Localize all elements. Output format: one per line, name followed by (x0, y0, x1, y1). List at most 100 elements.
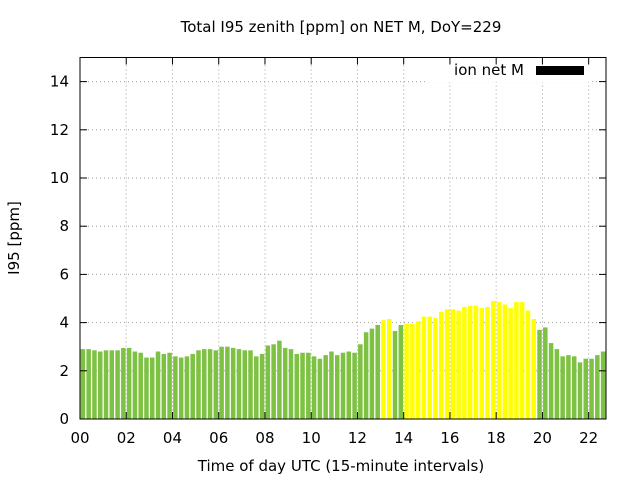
bar (109, 350, 115, 419)
bar (525, 310, 531, 419)
bar (126, 347, 132, 419)
bar (190, 353, 195, 419)
bar (392, 331, 398, 419)
bar (467, 305, 473, 419)
bar (554, 349, 560, 419)
bar (306, 352, 311, 419)
grid-lines (80, 57, 606, 419)
bar (207, 349, 213, 419)
bar (132, 351, 138, 419)
bar (92, 350, 97, 419)
bar (254, 356, 259, 419)
bar (456, 310, 461, 419)
bar (375, 325, 380, 419)
x-tick-label: 14 (394, 429, 413, 447)
bar (543, 327, 548, 419)
bar (196, 350, 201, 419)
bar (329, 351, 334, 419)
bar (265, 345, 271, 419)
bar (363, 332, 369, 419)
bar (334, 355, 340, 419)
bar (167, 352, 172, 419)
bar (115, 350, 120, 419)
bar (450, 309, 456, 419)
bar (421, 316, 427, 419)
y-tick-label: 4 (59, 314, 69, 332)
bar (86, 349, 91, 419)
bar (230, 347, 236, 419)
bar (600, 351, 606, 419)
x-tick-label: 08 (255, 429, 274, 447)
bar (219, 346, 224, 419)
y-tick-label: 12 (50, 121, 69, 139)
bar (97, 351, 103, 419)
bar (508, 308, 513, 419)
bar (213, 350, 219, 419)
bar (577, 362, 583, 419)
bar (566, 355, 571, 419)
bar (144, 357, 149, 419)
legend: ion net M (425, 58, 590, 82)
bar (473, 305, 479, 419)
bar (294, 353, 300, 419)
bar (323, 355, 328, 419)
y-tick-label: 6 (59, 265, 69, 283)
bar (531, 318, 536, 419)
bar (444, 309, 450, 419)
bar (317, 358, 323, 419)
bar (358, 344, 363, 419)
bar (161, 353, 167, 419)
bar (583, 358, 589, 419)
bar (178, 357, 184, 419)
legend-label: ion net M (454, 61, 524, 79)
x-tick-label: 22 (579, 429, 598, 447)
bar (369, 328, 375, 420)
y-tick-label: 2 (59, 362, 69, 380)
bar (259, 353, 265, 419)
bar (404, 323, 409, 419)
bar (248, 350, 253, 419)
x-tick-label: 00 (70, 429, 89, 447)
bar (80, 349, 86, 419)
bar (202, 349, 207, 419)
y-tick-label: 0 (59, 410, 69, 428)
bar (502, 304, 508, 419)
x-tick-label: 02 (117, 429, 136, 447)
bar (271, 344, 276, 419)
x-axis-label: Time of day UTC (15-minute intervals) (197, 457, 484, 475)
bar (352, 352, 357, 419)
bar (277, 340, 282, 419)
y-tick-label: 14 (50, 73, 69, 91)
bar (225, 346, 230, 419)
bar (184, 356, 190, 419)
bar (103, 350, 109, 419)
bar (410, 323, 415, 419)
bar (439, 311, 444, 419)
bar (462, 306, 467, 419)
bar (311, 356, 317, 419)
bar (560, 356, 565, 419)
y-tick-label: 10 (50, 169, 69, 187)
bars (80, 300, 606, 420)
bar (491, 300, 496, 419)
bar (300, 352, 305, 419)
bar (485, 306, 490, 419)
bar (595, 355, 600, 419)
bar (589, 358, 594, 419)
plot-border (79, 57, 607, 420)
bar (537, 329, 542, 419)
chart-title: Total I95 zenith [ppm] on NET M, DoY=229 (180, 18, 502, 36)
y-tick-label: 8 (59, 217, 69, 235)
y-axis-label: I95 [ppm] (5, 201, 23, 275)
bar (427, 316, 432, 419)
legend-swatch (536, 66, 584, 75)
bar (282, 347, 288, 419)
bar (242, 350, 247, 419)
bar (548, 343, 554, 419)
bar (479, 308, 484, 419)
bar (386, 318, 392, 419)
bar (381, 320, 386, 419)
